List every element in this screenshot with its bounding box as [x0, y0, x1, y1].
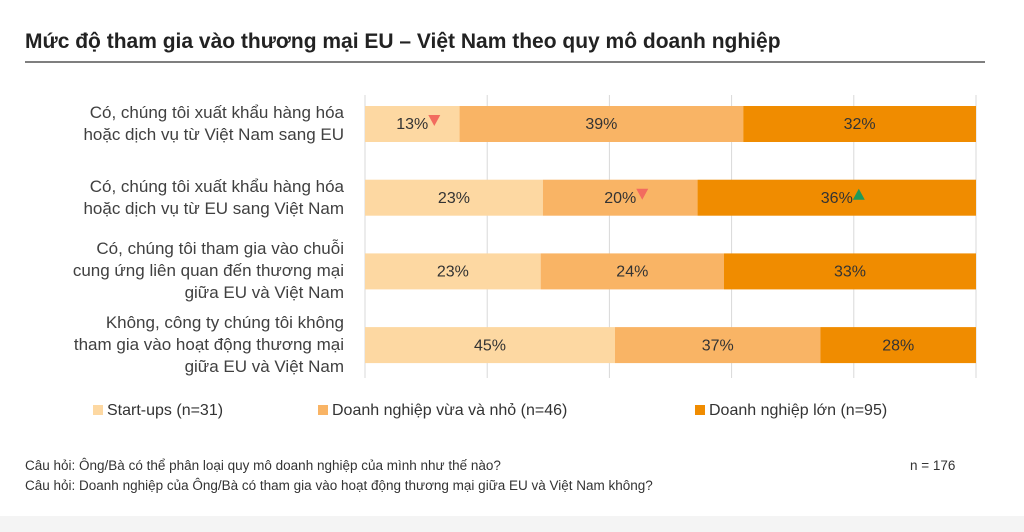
legend-swatch [318, 405, 328, 415]
footnote: Câu hỏi: Doanh nghiệp của Ông/Bà có tham… [25, 478, 653, 493]
change-marker [636, 188, 649, 200]
data-label: 39% [585, 116, 617, 133]
data-label: 32% [844, 116, 876, 133]
category-label: Có, chúng tôi xuất khẩu hàng hóa hoặc dị… [83, 176, 344, 218]
bottom-band [0, 516, 1024, 532]
bar-segment [365, 327, 615, 364]
data-label: 33% [834, 264, 866, 281]
legend-swatch [695, 405, 705, 415]
legend-label: Doanh nghiệp lớn (n=95) [709, 402, 887, 419]
bar-segment [459, 106, 744, 142]
legend-label: Doanh nghiệp vừa và nhỏ (n=46) [332, 402, 567, 419]
bar-segment [820, 327, 976, 364]
bar-segment [365, 179, 543, 216]
chart-title: Mức độ tham gia vào thương mại EU – Việt… [25, 30, 781, 53]
footnote: Câu hỏi: Ông/Bà có thể phân loại quy mô … [25, 458, 501, 473]
data-label: 45% [474, 337, 506, 354]
data-label: 36% [821, 190, 853, 207]
change-marker [428, 115, 441, 126]
legend-swatch [93, 405, 103, 415]
bar-segment [697, 179, 976, 216]
data-label: 23% [437, 264, 469, 281]
bar-segment [540, 253, 724, 290]
category-label: Không, công ty chúng tôi không tham gia … [73, 313, 344, 377]
legend-label: Start-ups (n=31) [107, 402, 223, 419]
bar-segment [365, 106, 460, 142]
bar-segment [365, 253, 541, 290]
category-label: Có, chúng tôi tham gia vào chuỗi cung ứn… [72, 239, 344, 303]
data-label: 13% [396, 116, 428, 133]
sample-note: n = 176 [910, 458, 956, 473]
data-label: 20% [604, 190, 636, 207]
data-label: 23% [438, 190, 470, 207]
data-label: 24% [616, 264, 648, 281]
bar-segment [614, 327, 821, 364]
bar-segment [723, 253, 976, 290]
change-marker [852, 188, 865, 200]
data-label: 37% [702, 337, 734, 354]
category-label: Có, chúng tôi xuất khẩu hàng hóa hoặc dị… [83, 103, 344, 144]
bar-segment [743, 106, 976, 142]
data-label: 28% [882, 337, 914, 354]
bar-segment [542, 179, 698, 216]
